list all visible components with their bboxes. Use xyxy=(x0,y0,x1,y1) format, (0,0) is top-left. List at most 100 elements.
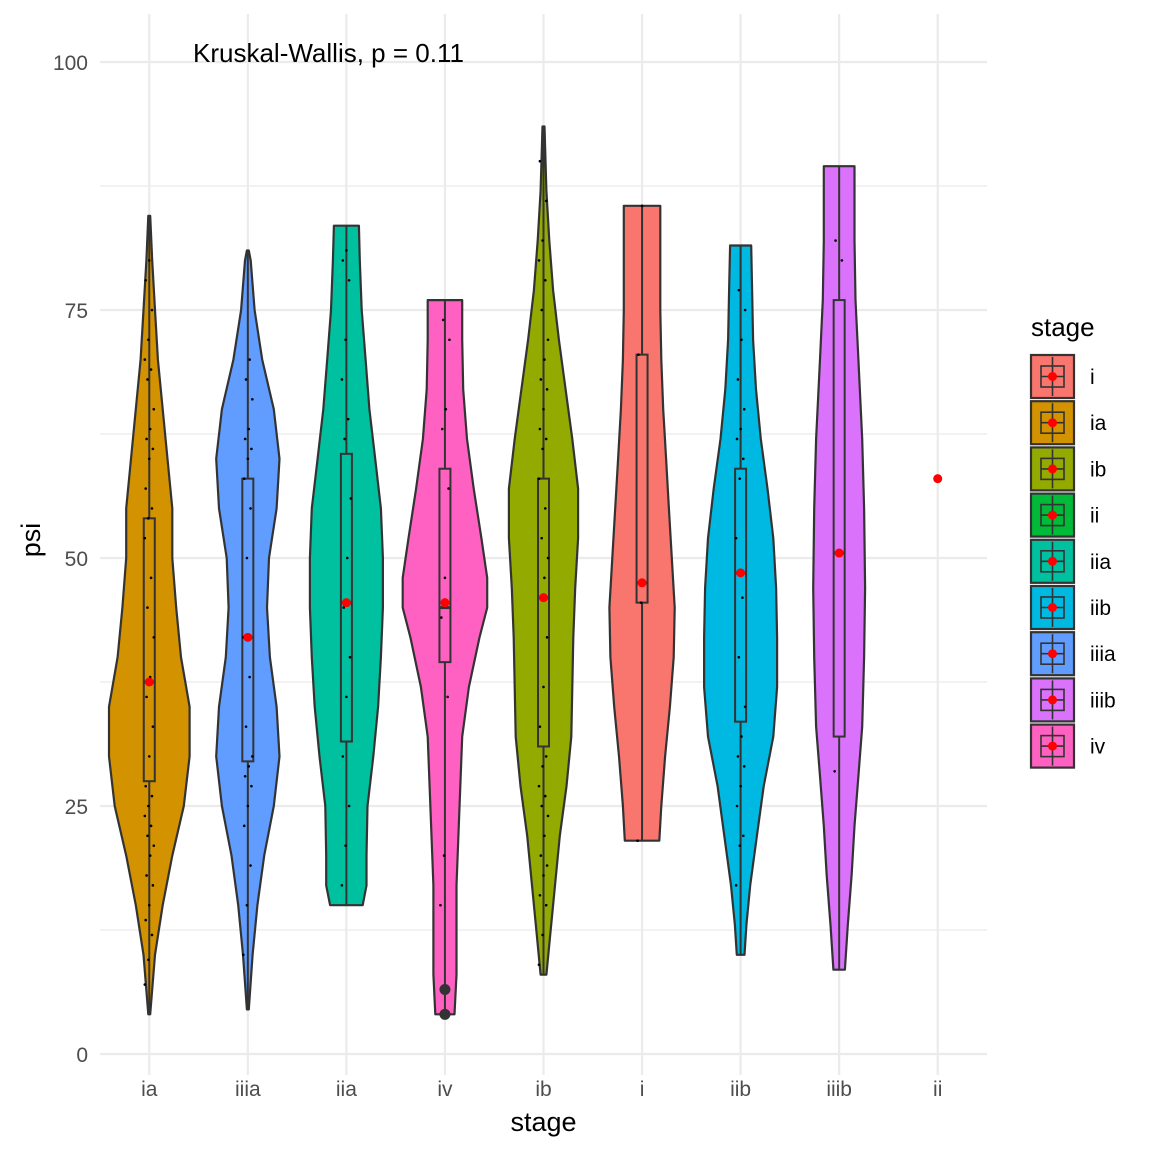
jitter-point xyxy=(147,338,150,342)
jitter-point xyxy=(544,199,548,203)
jitter-point xyxy=(640,204,644,208)
jitter-point xyxy=(539,378,543,381)
legend-label: ib xyxy=(1090,458,1106,481)
jitter-point xyxy=(540,536,543,540)
jitter-point xyxy=(143,983,147,986)
jitter-point xyxy=(734,536,738,540)
jitter-point xyxy=(440,427,444,431)
violin-group-iib xyxy=(703,244,779,956)
legend-item-ib: ib xyxy=(1029,446,1106,492)
jitter-point xyxy=(345,556,349,560)
mean-point-ia xyxy=(144,677,154,687)
legend-item-iv: iv xyxy=(1029,723,1106,769)
jitter-point xyxy=(145,695,148,699)
jitter-point xyxy=(743,705,747,709)
legend-label: iiib xyxy=(1090,689,1116,712)
jitter-point xyxy=(242,477,246,480)
jitter-point xyxy=(145,874,148,877)
violin-group-ia xyxy=(107,214,191,1016)
y-axis-title: psi xyxy=(16,523,46,558)
jitter-point xyxy=(145,437,148,441)
jitter-point xyxy=(144,784,147,788)
jitter-point xyxy=(144,918,147,922)
jitter-point xyxy=(347,278,351,282)
legend-key-mean xyxy=(1048,741,1057,751)
jitter-point xyxy=(151,725,155,728)
jitter-point xyxy=(546,556,550,560)
outlier-point xyxy=(439,1008,451,1020)
jitter-point xyxy=(150,794,154,798)
jitter-point xyxy=(736,378,740,381)
jitter-point xyxy=(243,774,247,778)
jitter-point xyxy=(242,824,246,828)
jitter-point xyxy=(345,249,348,252)
jitter-point xyxy=(743,308,747,312)
jitter-point xyxy=(149,368,153,371)
jitter-point xyxy=(543,358,546,361)
violin-group-iv xyxy=(401,299,489,1020)
x-tick-label: ii xyxy=(933,1078,942,1101)
jitter-point xyxy=(342,606,345,609)
outlier-point xyxy=(439,984,451,996)
box-ib xyxy=(537,477,550,748)
jitter-point xyxy=(742,457,745,461)
jitter-point xyxy=(147,457,151,461)
legend-key-mean xyxy=(1048,603,1057,612)
jitter-point xyxy=(833,769,836,773)
y-tick-label: 25 xyxy=(65,796,88,819)
jitter-point xyxy=(147,958,150,962)
jitter-point xyxy=(541,933,544,937)
jitter-point xyxy=(545,388,549,391)
jitter-point xyxy=(537,477,541,480)
jitter-point xyxy=(146,378,149,381)
jitter-point xyxy=(243,437,247,441)
jitter-point xyxy=(147,804,150,808)
jitter-point xyxy=(739,784,742,788)
legend-item-iiia: iiia xyxy=(1029,631,1116,677)
jitter-point xyxy=(147,903,151,907)
legend-item-iiib: iiib xyxy=(1029,677,1116,723)
x-tick-label: iiib xyxy=(826,1078,852,1101)
jitter-point xyxy=(341,755,345,758)
jitter-point xyxy=(637,353,640,356)
mean-point-iia xyxy=(341,598,351,608)
jitter-point xyxy=(143,814,147,818)
y-tick-label: 50 xyxy=(65,548,88,571)
jitter-point xyxy=(150,507,154,510)
jitter-point xyxy=(538,893,542,897)
jitter-point xyxy=(544,755,548,758)
violin-group-iia xyxy=(308,224,384,907)
mean-point-ib xyxy=(539,593,548,603)
violin-iib xyxy=(703,244,779,956)
jitter-point xyxy=(146,606,149,609)
mean-point-iiib xyxy=(834,548,844,558)
legend-item-i: i xyxy=(1029,353,1095,400)
jitter-point xyxy=(348,655,352,659)
legend-key-mean xyxy=(1048,510,1057,520)
jitter-point xyxy=(540,804,543,808)
jitter-point xyxy=(344,338,347,342)
jitter-point xyxy=(541,447,544,451)
legend-label: iia xyxy=(1090,551,1111,574)
jitter-point xyxy=(251,755,254,758)
jitter-point xyxy=(636,839,639,843)
mean-point-iv xyxy=(440,598,450,608)
violin-group-iiib xyxy=(812,165,867,971)
x-tick-label: iiia xyxy=(235,1078,261,1101)
legend-title: stage xyxy=(1031,312,1095,342)
legend-key-mean xyxy=(1048,649,1057,659)
jitter-point xyxy=(542,685,545,689)
jitter-point xyxy=(150,933,154,937)
box-iv xyxy=(438,467,452,664)
jitter-point xyxy=(147,517,150,520)
jitter-point xyxy=(349,497,353,500)
jitter-point xyxy=(247,765,251,768)
jitter-point xyxy=(250,784,253,788)
jitter-point xyxy=(148,427,152,431)
jitter-point xyxy=(146,834,149,838)
jitter-point xyxy=(148,854,152,857)
x-tick-label: iib xyxy=(730,1078,751,1101)
jitter-point xyxy=(244,378,248,381)
legend-key-mean xyxy=(1048,556,1057,566)
box-iib xyxy=(734,467,748,723)
